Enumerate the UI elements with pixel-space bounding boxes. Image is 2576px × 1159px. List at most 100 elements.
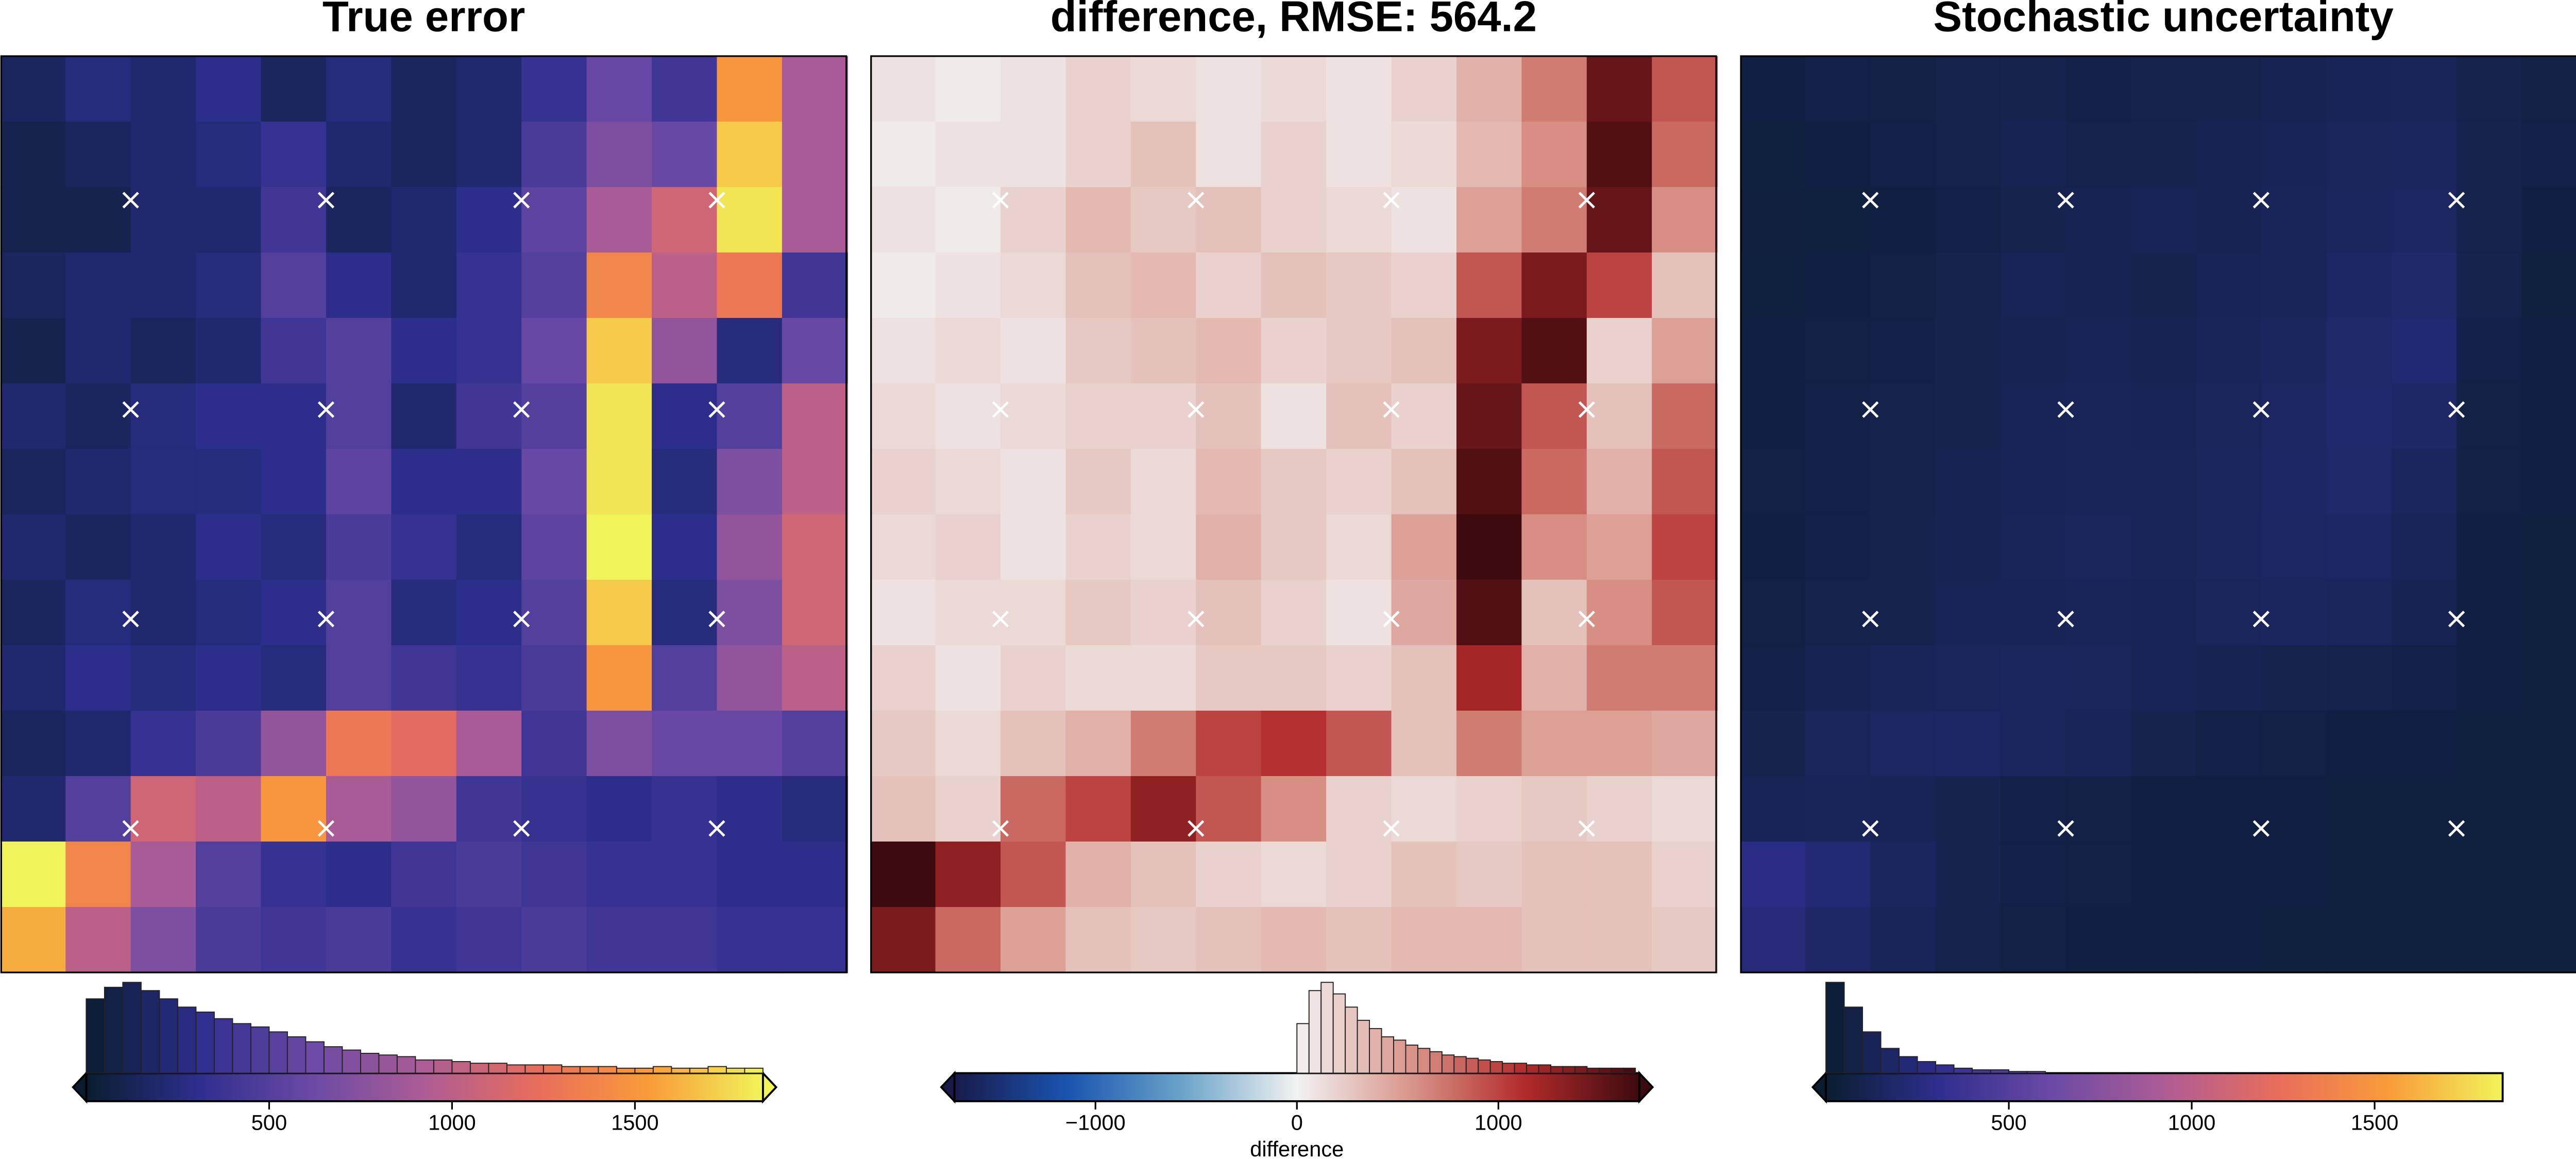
heatmap-cell: [1065, 776, 1132, 843]
heatmap-cell: [2196, 317, 2262, 384]
marker: [1188, 820, 1205, 837]
marker-stroke: [1383, 820, 1400, 837]
heatmap-cell: [65, 579, 132, 646]
histogram-bar: [1429, 1051, 1443, 1074]
heatmap-cell: [326, 121, 392, 188]
heatmap-cell: [1261, 448, 1327, 515]
heatmap-cell: [2456, 187, 2523, 254]
heatmap-cell: [1652, 579, 1718, 646]
heatmap-cell: [586, 252, 653, 319]
heatmap-cell: [2001, 906, 2067, 973]
heatmap-cell: [1805, 448, 1871, 515]
heatmap-cell: [586, 448, 653, 515]
heatmap-cell: [2131, 448, 2197, 515]
heatmap-cell: [521, 514, 588, 581]
heatmap-cell: [1326, 710, 1393, 777]
heatmap-cell: [521, 56, 588, 123]
marker-stroke: [992, 401, 1009, 418]
heatmap-cell: [1065, 121, 1132, 188]
histogram-bar: [1526, 1064, 1539, 1074]
histogram-bar: [305, 1041, 325, 1074]
heatmap-cell: [456, 56, 522, 123]
heatmap-cell: [1586, 448, 1653, 515]
heatmap-cell: [1521, 841, 1588, 908]
marker-stroke: [2252, 192, 2270, 209]
marker-stroke: [1578, 192, 1595, 209]
heatmap-cell: [2131, 776, 2197, 843]
heatmap-cell: [0, 252, 66, 319]
heatmap-cell: [2521, 841, 2576, 908]
heatmap-cell: [586, 56, 653, 123]
heatmap-cell: [2261, 252, 2327, 319]
heatmap-cell: [1586, 579, 1653, 646]
histogram-bar: [1369, 1028, 1382, 1074]
heatmap-cell: [0, 645, 66, 712]
heatmap-cell: [1000, 448, 1067, 515]
heatmap-cell: [1935, 841, 2002, 908]
histogram-bar: [1622, 1067, 1636, 1074]
heatmap-cell: [521, 121, 588, 188]
heatmap-cell: [2326, 317, 2393, 384]
heatmap-cell: [1935, 56, 2002, 123]
colorbar-tick-label: 1500: [2351, 1111, 2399, 1135]
heatmap-cell: [0, 776, 66, 843]
histogram-bar: [707, 1066, 727, 1074]
heatmap-cell: [2065, 710, 2132, 777]
heatmap-cell: [0, 383, 66, 450]
heatmap-cell: [2326, 710, 2393, 777]
marker: [1578, 192, 1595, 209]
heatmap-cell: [261, 776, 327, 843]
heatmap-cell: [391, 252, 457, 319]
heatmap-cell: [65, 56, 132, 123]
heatmap-cell: [2456, 906, 2523, 973]
heatmap-cell: [65, 906, 132, 973]
heatmap-cell: [652, 317, 718, 384]
heatmap-cell: [1586, 252, 1653, 319]
heatmap-cell: [2196, 841, 2262, 908]
histogram-bar: [1308, 990, 1322, 1074]
heatmap-cell: [1130, 56, 1197, 123]
heatmap-cell: [1740, 841, 1806, 908]
heatmap-cell: [1000, 579, 1067, 646]
marker-stroke: [2252, 401, 2270, 418]
heatmap-cell: [870, 645, 937, 712]
marker-stroke: [1862, 611, 1879, 628]
heatmap-cell: [1740, 514, 1806, 581]
heatmap-cell: [2326, 383, 2393, 450]
heatmap-cell: [130, 317, 197, 384]
colorbar-extend: [72, 1070, 88, 1104]
histogram-bar: [1405, 1044, 1418, 1074]
heatmap-cell: [1805, 187, 1871, 254]
heatmap-cell: [2065, 383, 2132, 450]
heatmap-cell: [456, 187, 522, 254]
panel-frame: [0, 55, 848, 973]
heatmap-cell: [1196, 841, 1262, 908]
heatmap-cell: [2326, 645, 2393, 712]
heatmap-cell: [2391, 448, 2458, 515]
marker-stroke: [1862, 401, 1879, 418]
heatmap-cell: [1130, 317, 1197, 384]
heatmap-cell: [717, 317, 783, 384]
heatmap-cell: [1391, 776, 1458, 843]
heatmap-cell: [196, 906, 262, 973]
histogram-bar: [561, 1066, 581, 1074]
heatmap-cell: [1805, 906, 1871, 973]
heatmap-cell: [1870, 841, 1937, 908]
heatmap-cell: [1935, 776, 2002, 843]
marker: [2252, 401, 2270, 418]
heatmap-cell: [1740, 906, 1806, 973]
marker-stroke: [2252, 611, 2270, 628]
heatmap-cell: [261, 514, 327, 581]
heatmap-cell: [870, 579, 937, 646]
heatmap-cell: [935, 710, 1002, 777]
heatmap-cell: [1326, 56, 1393, 123]
heatmap-cell: [1652, 448, 1718, 515]
heatmap-cell: [1935, 448, 2002, 515]
heatmap-cell: [196, 841, 262, 908]
heatmap-cell: [2326, 906, 2393, 973]
heatmap-cell: [1652, 121, 1718, 188]
heatmap-cell: [782, 514, 848, 581]
heatmap-cell: [2261, 645, 2327, 712]
marker: [2057, 820, 2074, 837]
heatmap-cell: [1805, 579, 1871, 646]
